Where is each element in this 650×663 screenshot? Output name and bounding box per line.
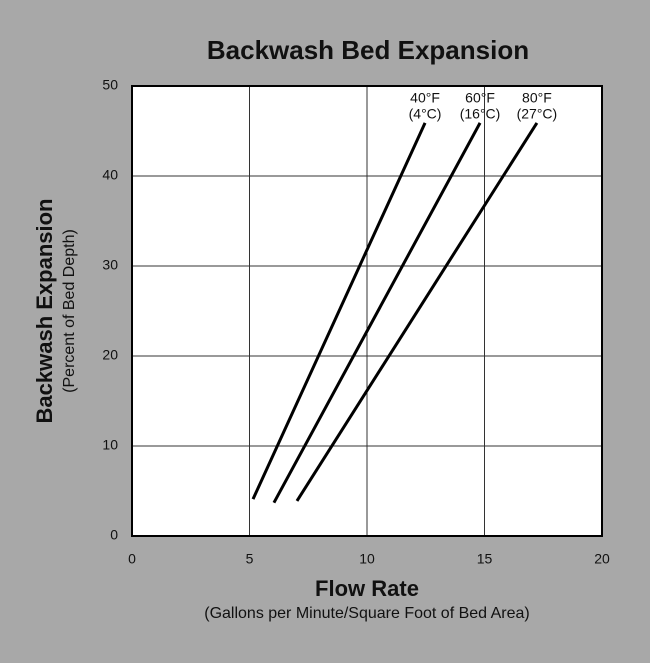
x-axis-title: Flow Rate (315, 576, 419, 601)
x-axis-subtitle: (Gallons per Minute/Square Foot of Bed A… (204, 605, 530, 622)
plot-border (131, 85, 603, 537)
x-tick-label: 0 (128, 551, 136, 567)
y-tick-label: 40 (102, 167, 118, 183)
y-tick-label: 50 (102, 77, 118, 93)
legend-label: 80°F (522, 90, 552, 106)
legend-label: 40°F (410, 90, 440, 106)
legend-label: (4°C) (409, 106, 442, 122)
y-tick-label: 0 (110, 527, 118, 543)
line (251, 122, 427, 500)
line (272, 122, 482, 504)
line (295, 122, 539, 502)
chart-title: Backwash Bed Expansion (207, 35, 529, 65)
y-axis-subtitle: (Percent of Bed Depth) (61, 229, 78, 393)
legend-label: (27°C) (517, 106, 558, 122)
legend-label: (16°C) (460, 106, 501, 122)
legend-label: 60°F (465, 90, 495, 106)
x-tick-label: 10 (359, 551, 375, 567)
x-tick-label: 15 (477, 551, 493, 567)
x-tick-label: 5 (246, 551, 254, 567)
y-tick-label: 10 (102, 437, 118, 453)
y-axis-title: Backwash Expansion (32, 199, 57, 424)
y-tick-label: 20 (102, 347, 118, 363)
y-tick-label: 30 (102, 257, 118, 273)
x-tick-label: 20 (594, 551, 610, 567)
